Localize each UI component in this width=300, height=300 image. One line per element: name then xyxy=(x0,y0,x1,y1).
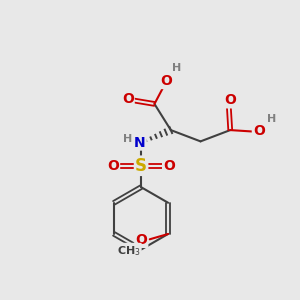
Text: O: O xyxy=(135,233,147,247)
Text: O: O xyxy=(163,159,175,173)
Text: S: S xyxy=(135,157,147,175)
Text: O: O xyxy=(225,93,236,107)
Text: O: O xyxy=(253,124,265,138)
Text: O: O xyxy=(122,92,134,106)
Text: H: H xyxy=(123,134,132,144)
Text: O: O xyxy=(160,74,172,88)
Text: H: H xyxy=(172,63,182,73)
Text: O: O xyxy=(107,159,119,173)
Text: H: H xyxy=(267,114,276,124)
Text: N: N xyxy=(134,136,146,150)
Text: CH$_3$: CH$_3$ xyxy=(117,244,141,257)
